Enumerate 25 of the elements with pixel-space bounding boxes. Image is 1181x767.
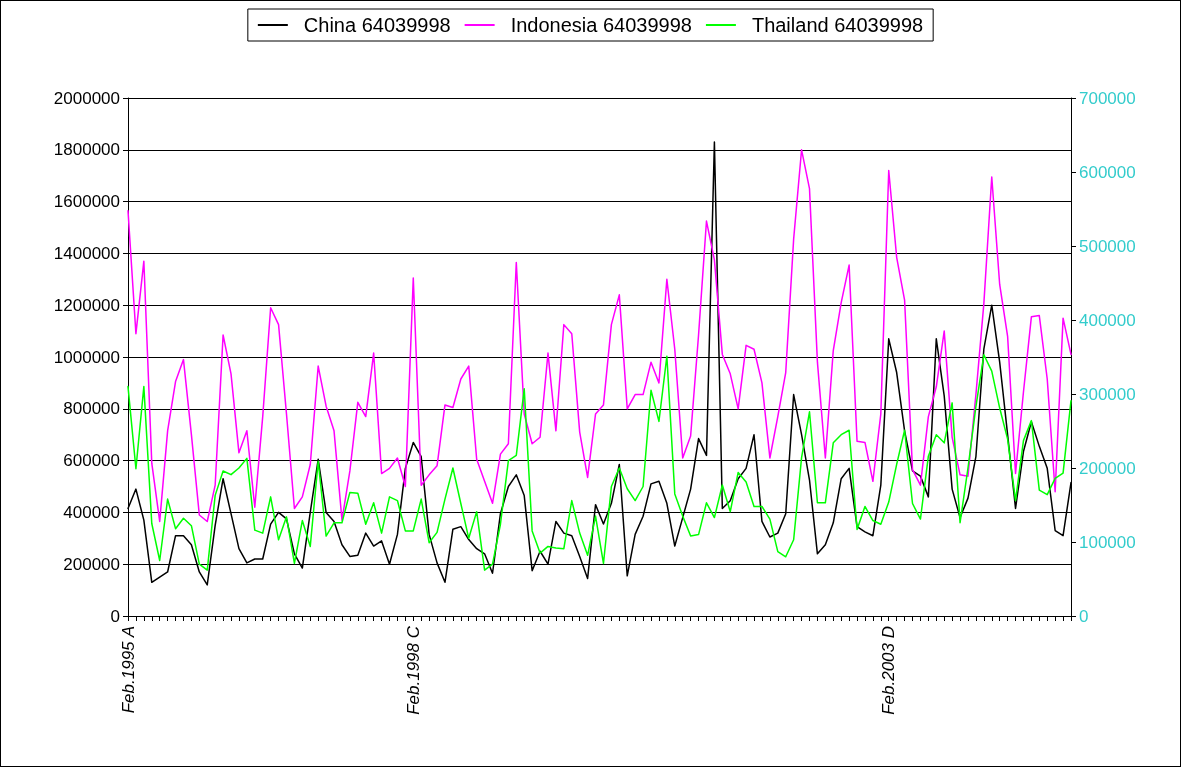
legend-label: Indonesia 64039998 [510,14,692,36]
y2-tick-label: 500000 [1079,236,1136,256]
y-tick-label: 0 [110,606,120,626]
y2-tick-label: 600000 [1079,162,1136,182]
y2-tick-label: 0 [1079,606,1089,626]
y-tick-label: 1400000 [53,243,120,263]
y-tick-label: 1200000 [53,295,120,315]
y-tick-label: 600000 [63,451,120,471]
y2-tick-label: 100000 [1079,532,1136,552]
y2-tick-label: 700000 [1079,88,1136,108]
y-tick-label: 1600000 [53,192,120,212]
x-tick-label: Feb.2003 D [879,626,899,715]
x-tick-label: Feb.1995 A [118,626,138,714]
y-tick-label: 2000000 [53,88,120,108]
legend-label: China 64039998 [303,14,451,36]
y2-tick-label: 300000 [1079,384,1136,404]
y-tick-label: 400000 [63,502,120,522]
y2-tick-label: 200000 [1079,458,1136,478]
y-tick-label: 800000 [63,399,120,419]
legend-label: Thailand 64039998 [751,14,924,36]
y-tick-label: 200000 [63,554,120,574]
y-tick-label: 1800000 [53,140,120,160]
y2-tick-label: 400000 [1079,310,1136,330]
y-tick-label: 1000000 [53,347,120,367]
x-tick-label: Feb.1998 C [403,625,423,715]
